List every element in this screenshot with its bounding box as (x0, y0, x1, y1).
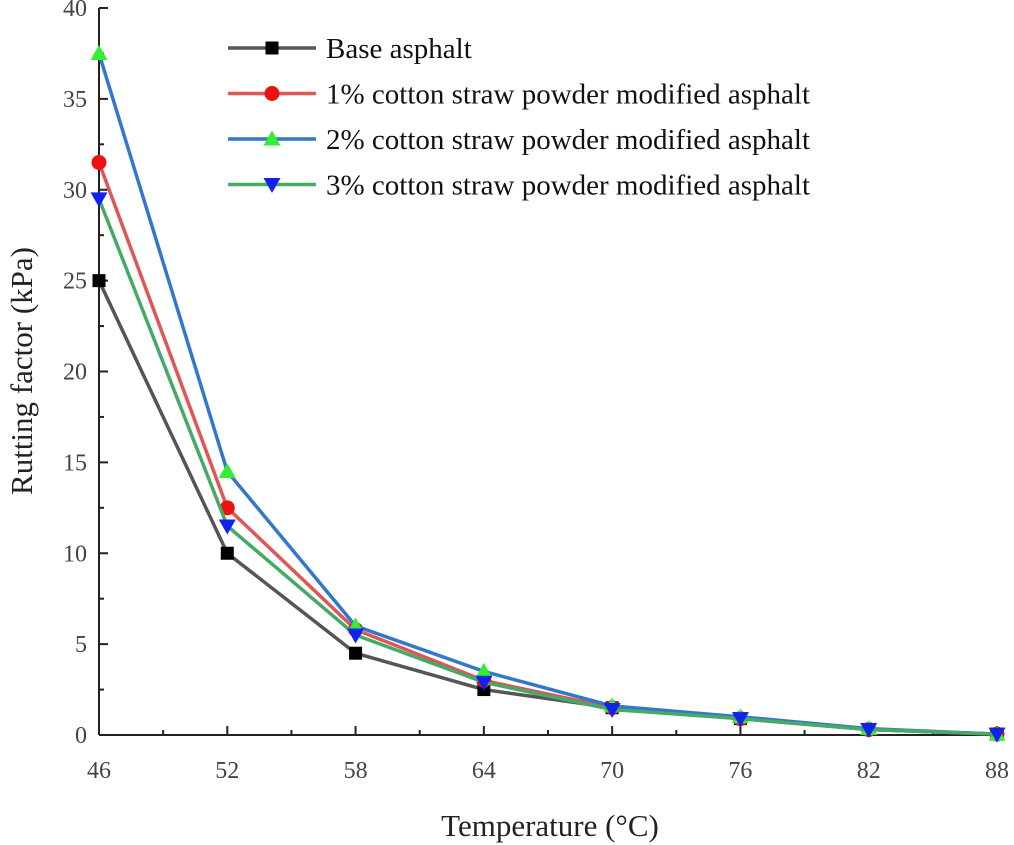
y-ticks: 0 5 10 15 20 25 30 35 40 (63, 0, 108, 749)
y-tick-label: 25 (63, 269, 87, 295)
data-point (731, 712, 749, 728)
legend-marker (263, 130, 281, 146)
y-tick-label: 15 (63, 450, 87, 476)
data-point (860, 723, 878, 739)
data-point (475, 675, 493, 691)
data-point (219, 500, 235, 516)
legend: Base asphalt 1% cotton straw powder modif… (228, 33, 810, 202)
series-line (97, 198, 998, 736)
data-point (91, 154, 107, 170)
data-point (218, 519, 236, 535)
y-tick-label: 5 (75, 632, 87, 658)
legend-marker (263, 178, 281, 193)
legend-item: Base asphalt (228, 33, 472, 65)
legend-item: 1% cotton straw powder modified asphalt (228, 79, 810, 111)
series-4 (90, 192, 1006, 743)
series-line (97, 161, 998, 736)
data-point (92, 274, 106, 288)
x-tick-label: 64 (472, 758, 496, 784)
x-tick-label: 58 (344, 758, 368, 784)
legend-item: 2% cotton straw powder modified asphalt (228, 124, 810, 156)
y-tick-label: 30 (63, 178, 87, 204)
legend-label: Base asphalt (326, 33, 472, 65)
x-tick-label: 88 (985, 758, 1009, 784)
x-tick-label: 52 (215, 758, 239, 784)
data-point (90, 192, 108, 208)
data-point (90, 44, 108, 60)
legend-label: 1% cotton straw powder modified asphalt (326, 79, 810, 111)
legend-item: 3% cotton straw powder modified asphalt (228, 170, 810, 202)
x-tick-label: 70 (600, 758, 624, 784)
x-tick-label: 76 (728, 758, 752, 784)
data-point (347, 628, 365, 644)
data-point (603, 703, 621, 719)
legend-label: 3% cotton straw powder modified asphalt (326, 170, 810, 202)
y-tick-label: 0 (75, 723, 87, 749)
x-tick-label: 82 (857, 758, 881, 784)
series-layer (90, 44, 1006, 743)
y-axis-title: Rutting factor (kPa) (4, 247, 39, 495)
y-tick-label: 20 (63, 360, 87, 386)
x-tick-label: 46 (87, 758, 111, 784)
x-ticks: 46 52 58 64 70 76 82 88 (87, 726, 1009, 784)
data-point (475, 662, 493, 678)
data-point (349, 646, 363, 660)
series-2 (91, 154, 1005, 742)
y-tick-label: 35 (63, 87, 87, 113)
x-axis-title: Temperature (°C) (441, 808, 659, 843)
y-tick-label: 10 (63, 541, 87, 567)
y-tick-label: 40 (63, 0, 87, 22)
legend-marker (264, 86, 280, 101)
legend-marker (265, 41, 279, 55)
legend-label: 2% cotton straw powder modified asphalt (326, 124, 810, 156)
axes (98, 8, 997, 736)
data-point (220, 546, 234, 560)
data-point (988, 727, 1006, 743)
data-point (218, 462, 236, 478)
